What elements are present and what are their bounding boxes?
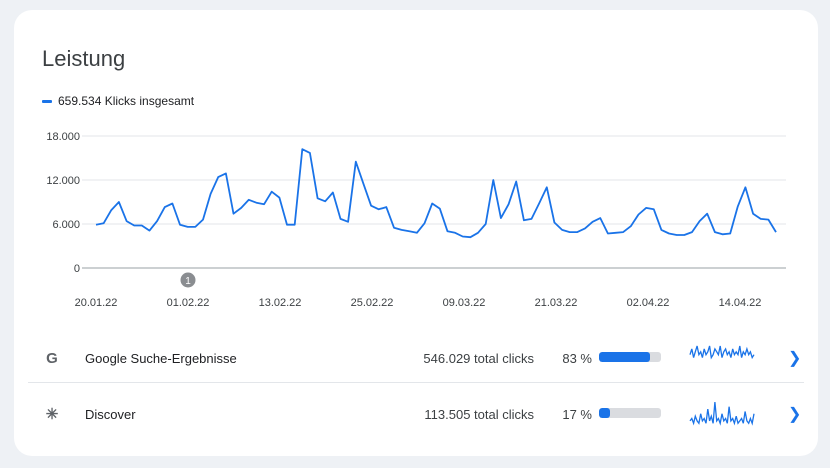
- x-tick-label: 21.03.22: [535, 297, 578, 309]
- annotation-label: 1: [185, 276, 191, 287]
- source-percent: 17 %: [562, 406, 592, 422]
- annotation-marker[interactable]: 1: [180, 272, 196, 288]
- clicks-series-line: [95, 148, 777, 239]
- x-tick-label: 13.02.22: [259, 297, 302, 309]
- share-bar-fill: [599, 352, 651, 362]
- legend-label: 659.534 Klicks insgesamt: [58, 94, 195, 108]
- chevron-right-icon[interactable]: ❯: [788, 350, 802, 367]
- y-tick-label: 0: [74, 263, 80, 275]
- x-tick-label: 25.02.22: [351, 297, 394, 309]
- share-bar-fill: [599, 408, 610, 418]
- google-g-icon: G: [46, 349, 58, 367]
- y-tick-label: 12.000: [46, 175, 80, 187]
- sparkline: [689, 345, 755, 360]
- chart-legend[interactable]: 659.534 Klicks insgesamt: [42, 94, 194, 108]
- source-clicks: 546.029 total clicks: [423, 350, 534, 366]
- clicks-line-chart: 0 6.000 12.000 18.000 20.01.22 01.02.22 13.02.…: [46, 131, 786, 309]
- y-tick-label: 6.000: [52, 219, 80, 231]
- source-percent: 83 %: [562, 350, 592, 366]
- sparkline: [689, 401, 755, 426]
- legend-swatch: [42, 99, 52, 103]
- x-tick-label: 02.04.22: [627, 297, 670, 309]
- share-bar: [599, 408, 661, 418]
- source-label: Google Suche-Ergebnisse: [85, 350, 237, 366]
- card-title: Leistung: [42, 46, 126, 71]
- sparkline-path: [689, 345, 755, 360]
- source-label: Discover: [85, 406, 136, 422]
- discover-asterisk-icon: ✳: [45, 406, 59, 423]
- x-tick-label: 01.02.22: [167, 297, 210, 309]
- x-tick-label: 14.04.22: [719, 297, 762, 309]
- traffic-source-row-search[interactable]: G Google Suche-Ergebnisse 546.029 total …: [28, 334, 804, 383]
- annotation-circle: [180, 272, 196, 288]
- traffic-source-row-discover[interactable]: ✳ Discover 113.505 total clicks 17 % ❯: [28, 390, 804, 438]
- share-bar: [599, 352, 661, 362]
- x-tick-label: 09.03.22: [443, 297, 486, 309]
- chevron-right-icon[interactable]: ❯: [788, 406, 802, 423]
- sparkline-path: [689, 401, 755, 426]
- x-tick-label: 20.01.22: [75, 297, 118, 309]
- source-clicks: 113.505 total clicks: [424, 406, 534, 422]
- performance-card: Leistung 659.534 Klicks insgesamt 0 6.000…: [14, 10, 818, 456]
- y-tick-label: 18.000: [46, 131, 80, 143]
